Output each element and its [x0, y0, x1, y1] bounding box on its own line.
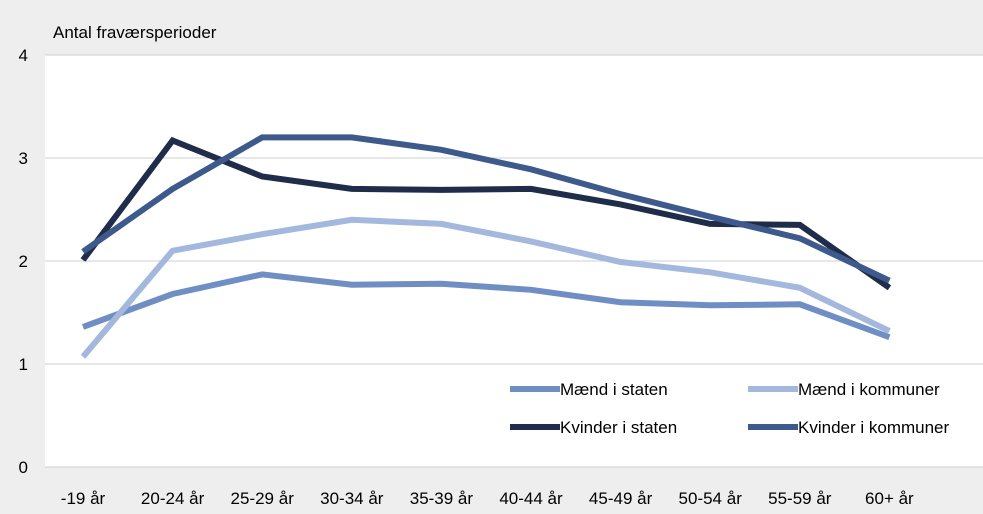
x-tick-label: 60+ år — [865, 489, 914, 508]
legend-box — [497, 370, 983, 444]
legend-label: Kvinder i kommuner — [798, 418, 950, 437]
gridlines — [45, 54, 983, 468]
series-line-0 — [81, 271, 891, 341]
x-tick-label: 35-39 år — [410, 489, 474, 508]
y-tick-label: 4 — [19, 46, 28, 65]
legend-label: Mænd i staten — [560, 380, 668, 399]
series-line-1 — [80, 216, 891, 359]
legend-label: Mænd i kommuner — [798, 380, 940, 399]
series-line-3 — [81, 134, 891, 284]
x-tick-label: 55-59 år — [768, 489, 832, 508]
x-axis-ticks: -19 år 20-24 år 25-29 år 30-34 år 35-39 år 40… — [61, 489, 914, 508]
y-axis-label: Antal fraværsperioder — [53, 23, 217, 42]
x-tick-label: 30-34 år — [320, 489, 384, 508]
y-axis-ticks: 0 1 2 3 4 — [19, 46, 28, 477]
x-tick-label: 25-29 år — [231, 489, 295, 508]
x-tick-label: 45-49 år — [589, 489, 653, 508]
y-tick-label: 3 — [19, 149, 28, 168]
x-tick-label: -19 år — [61, 489, 106, 508]
y-tick-label: 1 — [19, 355, 28, 374]
legend: Mænd i staten Mænd i kommuner Kvinder i st… — [497, 370, 983, 444]
y-tick-label: 0 — [19, 458, 28, 477]
series-line-2 — [80, 136, 892, 291]
legend-label: Kvinder i staten — [560, 418, 677, 437]
y-tick-label: 2 — [19, 252, 28, 271]
x-tick-label: 50-54 år — [679, 489, 743, 508]
x-tick-label: 40-44 år — [499, 489, 563, 508]
x-tick-label: 20-24 år — [141, 489, 205, 508]
series-lines — [80, 134, 892, 359]
